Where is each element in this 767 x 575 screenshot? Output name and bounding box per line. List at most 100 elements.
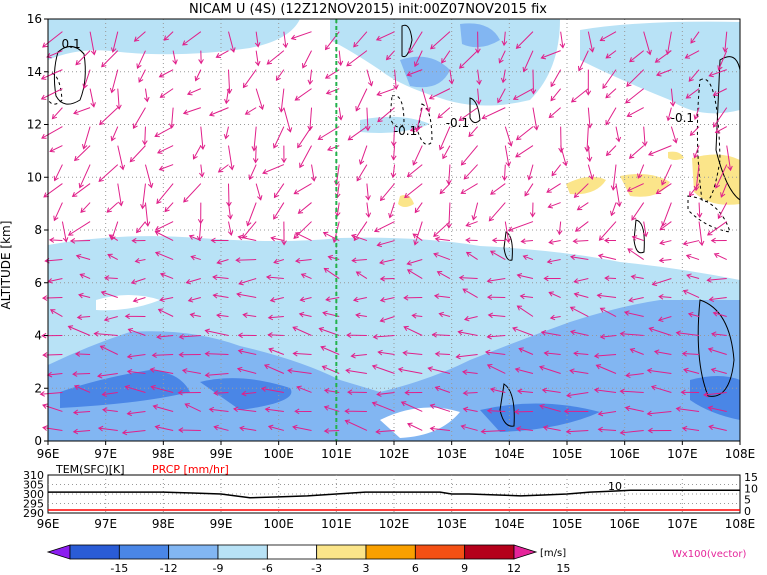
wind-vector [109,69,119,94]
wind-vector [142,126,148,146]
wind-vector [605,88,617,99]
wind-vector [566,391,589,398]
colorbar-tick: 6 [412,562,419,575]
wind-vector [486,294,506,301]
wind-vector [669,88,676,107]
wind-vector [602,69,617,90]
wind-vector [132,297,146,303]
wind-vector [626,183,644,192]
wind-vector [267,314,284,321]
surface-x-tick: 106E [609,517,640,531]
wind-vector [596,292,617,299]
wind-shading [48,19,740,441]
wind-vector [569,306,589,317]
wind-vector [462,406,478,413]
wind-vector [653,349,672,355]
wind-vector [130,278,146,285]
wind-vector [390,164,397,179]
contour-label: 0.1 [62,37,81,51]
wind-vector [696,202,703,219]
wind-vector [651,278,672,287]
wind-vector [529,202,536,218]
contour-label: -0.1 [394,124,417,138]
wind-vector [465,237,478,244]
wind-vector [402,350,423,356]
wind-vector [646,367,672,374]
wind-vector [281,221,287,246]
wind-vector [460,424,478,431]
wind-vector [476,69,482,86]
surface-left-tick: 295 [23,498,44,511]
wind-vector [232,406,257,413]
surface-right-tick: 5 [744,494,751,507]
wind-vector [666,107,672,122]
y-tick-label: 14 [27,65,42,79]
wind-vector [136,221,146,234]
wind-vector [242,312,257,318]
y-axis-ticks: 0 2 4 6 8 10 12 14 16 [27,12,48,448]
wind-vector [462,288,478,298]
wind-vector [183,183,202,203]
wind-vector [116,88,122,110]
wind-vector [427,366,451,374]
wind-vector [82,69,91,90]
wind-vector [103,275,118,281]
wind-vector [471,202,479,221]
wind-vector [293,221,312,239]
wind-vector [436,271,451,279]
wind-vector [310,164,317,182]
y-axis-label: ALTITUDE [km] [0,221,13,310]
wind-vector [569,368,589,374]
wind-vector [352,296,368,303]
wind-vector [283,107,293,133]
wind-vector [593,353,617,359]
wind-vector [413,50,423,68]
wind-vector [126,369,146,375]
wind-vector [516,388,534,395]
wind-vector [49,145,63,153]
colorbar-cell [217,544,268,560]
wind-vector [184,403,202,412]
wind-vector [110,31,119,53]
wind-vector [194,69,202,82]
wind-vector [501,31,508,47]
wind-vector [217,164,229,173]
wind-vector [353,221,368,242]
wind-vector [127,327,146,336]
wind-vector [661,202,672,227]
wind-vector [177,389,201,396]
wind-vector [79,273,91,279]
wind-vector [102,407,118,413]
grid-lines [48,19,740,441]
wind-vector [196,221,203,242]
wind-vector [541,387,561,394]
wind-vector [237,234,257,242]
wind-vector [465,221,478,228]
y-tick-label: 12 [27,118,42,132]
wind-vector [573,350,589,357]
wind-vector [255,88,265,111]
wind-vector [237,332,257,339]
wind-vector [515,145,534,158]
wind-vector [457,329,478,336]
tem-label: TEM(SFC)[K] [55,463,125,476]
wind-vector [584,126,591,153]
wind-vector [144,164,154,189]
wind-vector [434,351,450,357]
wind-vector [246,202,257,227]
colorbar-cell [266,544,318,560]
wind-vector [154,221,174,232]
wind-vector [73,107,91,115]
wind-vector [242,69,257,89]
wind-vector [599,307,617,317]
wind-vector [624,310,644,317]
wind-vector [406,269,423,279]
x-tick-label: 104E [494,447,525,461]
wind-vector [210,237,229,244]
wind-vector [212,274,229,281]
wind-vector [637,164,645,179]
wind-vector [268,347,285,355]
wind-vector [707,405,727,412]
wind-vector [628,145,645,159]
